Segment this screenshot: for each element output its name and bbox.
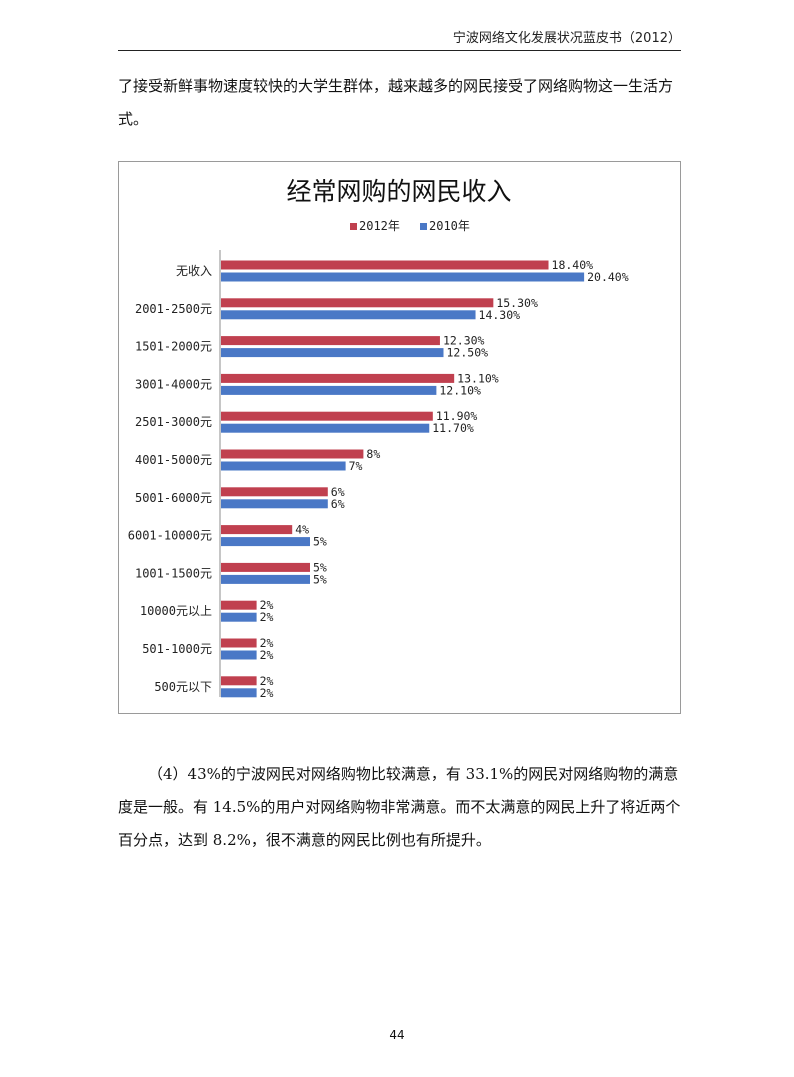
data-label: 12.30% bbox=[443, 334, 485, 348]
bar-series2 bbox=[221, 272, 585, 282]
data-label: 4% bbox=[295, 523, 309, 537]
income-chart: 经常网购的网民收入 2012年 2010年 无收入 2001-2500元 1501-2… bbox=[118, 161, 681, 714]
data-label: 2% bbox=[260, 610, 274, 624]
data-label: 11.70% bbox=[432, 421, 474, 435]
category-label: 501-1000元 bbox=[142, 642, 212, 656]
page-number: 44 bbox=[389, 1028, 405, 1042]
legend-label-1: 2010年 bbox=[429, 219, 470, 233]
bar-series2 bbox=[221, 348, 444, 358]
category-label: 6001-10000元 bbox=[128, 529, 212, 543]
intro-paragraph: 了接受新鲜事物速度较快的大学生群体，越来越多的网民接受了网络购物这一生活方式。 bbox=[118, 77, 674, 128]
data-label: 5% bbox=[313, 572, 327, 586]
data-label: 2% bbox=[260, 648, 274, 662]
bar-series1 bbox=[221, 676, 257, 686]
data-label: 2% bbox=[260, 636, 274, 650]
value-labels: 18.40%20.40% 15.30%14.30% 12.30%12.50% 13.1… bbox=[260, 258, 629, 700]
chart-legend: 2012年 2010年 bbox=[350, 219, 470, 233]
data-label: 12.50% bbox=[447, 346, 489, 360]
data-label: 5% bbox=[313, 560, 327, 574]
bar-series1 bbox=[221, 449, 364, 459]
bar-series1 bbox=[221, 411, 433, 421]
legend-label-0: 2012年 bbox=[359, 219, 400, 233]
satisfaction-paragraph: （4）43%的宁波网民对网络购物比较满意，有 33.1%的网民对网络购物的满意度… bbox=[118, 765, 681, 849]
bar-series2 bbox=[221, 310, 476, 320]
bar-series1 bbox=[221, 336, 440, 346]
running-header: 宁波网络文化发展状况蓝皮书（2012） bbox=[452, 31, 681, 46]
bar-series1 bbox=[221, 525, 293, 535]
data-label: 12.10% bbox=[439, 383, 481, 397]
data-label: 6% bbox=[331, 485, 345, 499]
header-divider bbox=[118, 50, 681, 51]
data-label: 13.10% bbox=[457, 371, 499, 385]
category-label: 无收入 bbox=[176, 264, 212, 278]
category-label: 3001-4000元 bbox=[135, 377, 212, 391]
legend-swatch-0 bbox=[350, 223, 357, 230]
legend-swatch-1 bbox=[420, 223, 427, 230]
data-label: 11.90% bbox=[436, 409, 478, 423]
chart-title: 经常网购的网民收入 bbox=[286, 177, 511, 206]
bar-series1 bbox=[221, 487, 328, 497]
data-label: 8% bbox=[366, 447, 380, 461]
category-labels: 无收入 2001-2500元 1501-2000元 3001-4000元 2501-30… bbox=[128, 264, 212, 694]
category-label: 1001-1500元 bbox=[135, 566, 212, 580]
bar-series2 bbox=[221, 650, 257, 660]
bar-series1 bbox=[221, 638, 257, 648]
category-label: 5001-6000元 bbox=[135, 491, 212, 505]
bar-series1 bbox=[221, 298, 494, 308]
bar-series1 bbox=[221, 373, 455, 383]
category-label: 1501-2000元 bbox=[135, 340, 212, 354]
data-label: 7% bbox=[349, 459, 363, 473]
bar-series2 bbox=[221, 499, 328, 509]
bar-series2 bbox=[221, 537, 310, 547]
data-label: 2% bbox=[260, 598, 274, 612]
category-label: 500元以下 bbox=[154, 680, 212, 694]
data-label: 5% bbox=[313, 535, 327, 549]
data-label: 2% bbox=[260, 686, 274, 700]
data-label: 18.40% bbox=[552, 258, 594, 272]
data-label: 15.30% bbox=[496, 296, 538, 310]
bar-series1 bbox=[221, 562, 310, 572]
data-label: 2% bbox=[260, 674, 274, 688]
bar-series2 bbox=[221, 385, 437, 395]
data-label: 6% bbox=[331, 497, 345, 511]
bar-series2 bbox=[221, 688, 257, 698]
income-bar-chart: 经常网购的网民收入 2012年 2010年 无收入 2001-2500元 1501-2… bbox=[128, 177, 629, 700]
bar-series2 bbox=[221, 612, 257, 622]
category-label: 2001-2500元 bbox=[135, 302, 212, 316]
bar-series2 bbox=[221, 461, 346, 471]
data-label: 14.30% bbox=[479, 308, 521, 322]
category-label: 10000元以上 bbox=[140, 604, 212, 618]
data-label: 20.40% bbox=[587, 270, 629, 284]
bar-series2 bbox=[221, 423, 430, 433]
category-label: 2501-3000元 bbox=[135, 415, 212, 429]
category-label: 4001-5000元 bbox=[135, 453, 212, 467]
bar-series1 bbox=[221, 260, 549, 270]
bar-series2 bbox=[221, 574, 310, 584]
bar-series1 bbox=[221, 600, 257, 610]
chart-bars bbox=[221, 260, 585, 698]
